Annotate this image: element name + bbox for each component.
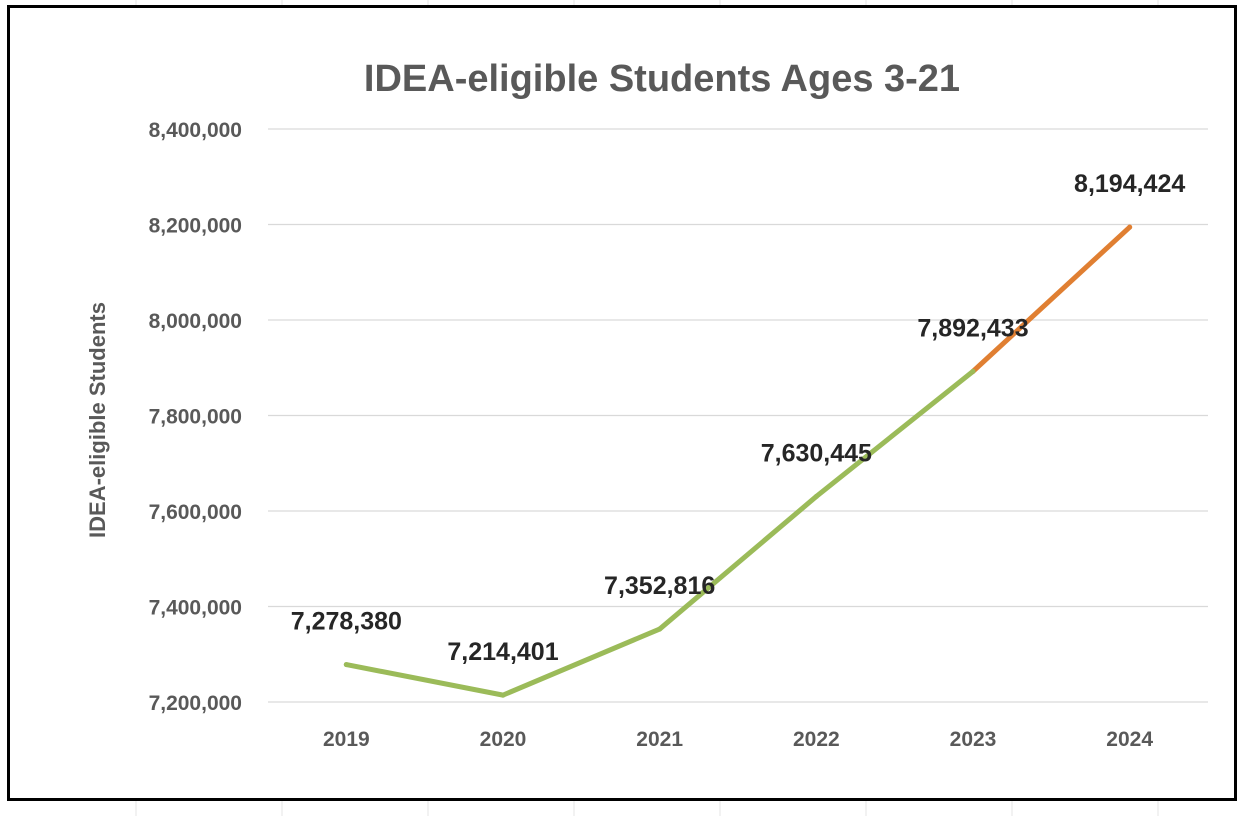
data-label: 8,194,424	[1074, 170, 1185, 198]
data-labels: 7,278,380 7,214,401 7,352,816 7,630,445 7,89…	[291, 170, 1186, 666]
actual-line-segment	[343, 662, 506, 698]
chart-frame: IDEA-eligible Students Ages 3-21 IDEA-el…	[7, 5, 1237, 801]
actual-line-segment	[500, 626, 663, 698]
x-tick-label: 2020	[480, 728, 527, 751]
x-tick-label: 2023	[950, 728, 997, 751]
x-tick-label: 2022	[793, 728, 840, 751]
y-tick-label: 7,400,000	[149, 597, 242, 620]
y-axis-ticks: 7,200,000 7,400,000 7,600,000 7,800,000 8,00…	[149, 119, 242, 715]
data-point	[813, 493, 819, 499]
x-tick-label: 2019	[323, 728, 370, 751]
data-label: 7,630,445	[761, 439, 872, 467]
y-tick-label: 7,200,000	[149, 692, 242, 715]
data-label: 7,214,401	[447, 638, 558, 666]
series-line	[343, 224, 1133, 698]
data-point	[970, 368, 976, 374]
data-point	[500, 692, 506, 698]
data-label: 7,278,380	[291, 608, 402, 636]
actual-line-segment	[813, 368, 976, 499]
data-label: 7,892,433	[917, 314, 1028, 342]
gridlines	[268, 128, 1208, 703]
y-tick-label: 8,000,000	[149, 310, 242, 333]
x-axis-ticks: 2019 2020 2021 2022 2023 2024	[323, 728, 1153, 751]
data-point	[1127, 224, 1133, 230]
chart-title: IDEA-eligible Students Ages 3-21	[364, 58, 960, 100]
line-chart: IDEA-eligible Students Ages 3-21 IDEA-el…	[85, 58, 1208, 751]
y-tick-label: 8,200,000	[149, 215, 242, 238]
y-tick-label: 7,600,000	[149, 501, 242, 524]
data-point	[657, 626, 663, 632]
y-tick-label: 8,400,000	[149, 119, 242, 142]
y-tick-label: 7,800,000	[149, 406, 242, 429]
actual-line-segment	[657, 493, 819, 632]
x-tick-label: 2024	[1106, 728, 1153, 751]
data-point	[343, 662, 349, 668]
projected-line-segment	[970, 224, 1133, 374]
data-label: 7,352,816	[604, 572, 715, 600]
x-tick-label: 2021	[636, 728, 683, 751]
y-axis-title: IDEA-eligible Students	[85, 302, 110, 538]
